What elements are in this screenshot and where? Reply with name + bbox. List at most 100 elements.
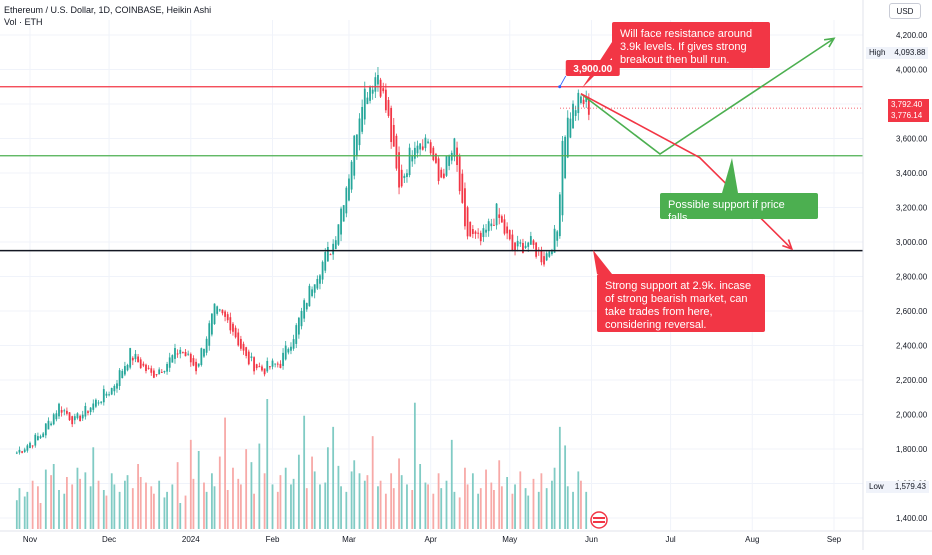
candle bbox=[253, 356, 255, 375]
candle bbox=[271, 358, 274, 370]
candle-body bbox=[464, 188, 466, 227]
candle-body bbox=[495, 203, 498, 226]
strong-support-note[interactable]: Strong support at 2.9k. incase of strong… bbox=[597, 274, 765, 332]
candle bbox=[435, 152, 437, 165]
candle-body bbox=[490, 223, 493, 227]
candle bbox=[95, 398, 97, 409]
candle-body bbox=[234, 327, 237, 338]
tradingview-logo[interactable] bbox=[590, 511, 608, 529]
candle bbox=[508, 229, 511, 241]
candle-body bbox=[181, 351, 184, 353]
volume-bar bbox=[58, 490, 60, 529]
candle-body bbox=[540, 250, 543, 263]
currency-button[interactable]: USD bbox=[889, 3, 921, 19]
x-tick-label: Mar bbox=[342, 535, 356, 544]
x-axis[interactable]: Nov Dec 2024 Feb Mar Apr May Jun Jul Aug Sep bbox=[0, 530, 932, 544]
candle bbox=[384, 83, 387, 113]
candle bbox=[239, 335, 242, 351]
candle bbox=[184, 349, 187, 357]
price-label-layer[interactable]: 3,900.00 bbox=[558, 60, 620, 89]
candle-body bbox=[68, 412, 71, 421]
bullish-projection-line[interactable] bbox=[580, 37, 835, 155]
volume-bar bbox=[493, 490, 495, 529]
candle bbox=[424, 134, 427, 152]
candle-body bbox=[187, 353, 190, 355]
candle bbox=[516, 235, 519, 252]
volume-bar bbox=[210, 473, 213, 529]
candle bbox=[266, 357, 269, 373]
bullish-projection-line-arrowhead bbox=[823, 37, 836, 48]
volume-legend[interactable]: Vol · ETH bbox=[4, 17, 43, 27]
price-label-text: 3,900.00 bbox=[573, 64, 612, 75]
candle bbox=[287, 347, 290, 355]
volume-bar bbox=[39, 503, 42, 529]
candle-body bbox=[487, 221, 490, 232]
y-tick-label: 3,000.00 bbox=[896, 238, 928, 247]
candle-body bbox=[482, 228, 485, 238]
candle-body bbox=[408, 147, 411, 176]
candle-body bbox=[308, 285, 311, 307]
volume-bar bbox=[379, 480, 382, 529]
price-label-box[interactable] bbox=[565, 60, 620, 76]
candle bbox=[458, 153, 461, 195]
x-tick-label: Jun bbox=[585, 535, 598, 544]
support-note[interactable]: Possible support if price falls. bbox=[660, 193, 818, 224]
candle-body bbox=[466, 207, 469, 237]
candle-body bbox=[210, 313, 213, 335]
candle bbox=[279, 360, 282, 369]
candle bbox=[400, 164, 403, 188]
candle-body bbox=[437, 158, 440, 182]
candle-body bbox=[155, 374, 158, 376]
volume-bar bbox=[527, 495, 530, 529]
low-value: 1,579.43 bbox=[894, 482, 926, 492]
candle-body bbox=[226, 314, 229, 321]
volume-bar bbox=[150, 486, 153, 529]
candle-body bbox=[205, 338, 208, 353]
volume-bar bbox=[18, 488, 21, 529]
candle-body bbox=[400, 169, 403, 187]
volume-bar bbox=[450, 439, 453, 529]
candle-body bbox=[522, 242, 524, 253]
candle bbox=[39, 434, 42, 440]
candle-body bbox=[332, 243, 335, 255]
candle-body bbox=[44, 423, 47, 436]
candle-body bbox=[134, 353, 137, 360]
volume-bar bbox=[551, 480, 553, 529]
candle bbox=[100, 401, 103, 405]
candle bbox=[561, 136, 564, 222]
candle-body bbox=[282, 352, 284, 366]
horizontal-levels[interactable] bbox=[0, 86, 863, 252]
candle-body bbox=[500, 216, 503, 223]
volume-bar bbox=[279, 475, 282, 529]
volume-bar bbox=[305, 488, 308, 529]
candle-body bbox=[197, 363, 200, 367]
x-tick-label: Nov bbox=[23, 535, 37, 544]
candle bbox=[261, 364, 263, 372]
candle bbox=[580, 95, 582, 105]
candle-body bbox=[558, 194, 561, 237]
resistance-note[interactable]: Will face resistance around 3.9k levels.… bbox=[612, 22, 770, 68]
candle bbox=[474, 230, 477, 239]
candle bbox=[358, 113, 361, 151]
candle-body bbox=[440, 169, 443, 178]
candle bbox=[305, 302, 308, 312]
candle bbox=[134, 349, 137, 363]
volume-bar bbox=[324, 482, 327, 529]
candle bbox=[558, 192, 561, 239]
candle-body bbox=[398, 152, 400, 188]
candle-body bbox=[189, 353, 192, 363]
y-tick-label: 1,800.00 bbox=[896, 445, 928, 454]
candle-body bbox=[174, 348, 176, 359]
chart-header: Ethereum / U.S. Dollar, 1D, COINBASE, He… bbox=[4, 4, 211, 28]
y-axis[interactable]: 4,200.004,000.003,800.003,600.003,400.00… bbox=[862, 0, 928, 550]
candle bbox=[379, 77, 382, 99]
volume-bar bbox=[89, 486, 92, 529]
candle-body bbox=[469, 221, 472, 237]
volume-bar bbox=[232, 467, 234, 529]
candle bbox=[37, 432, 39, 441]
volume-bar bbox=[524, 488, 527, 529]
volume-bar bbox=[102, 490, 105, 529]
symbol-title[interactable]: Ethereum / U.S. Dollar, 1D, COINBASE, He… bbox=[4, 5, 212, 15]
